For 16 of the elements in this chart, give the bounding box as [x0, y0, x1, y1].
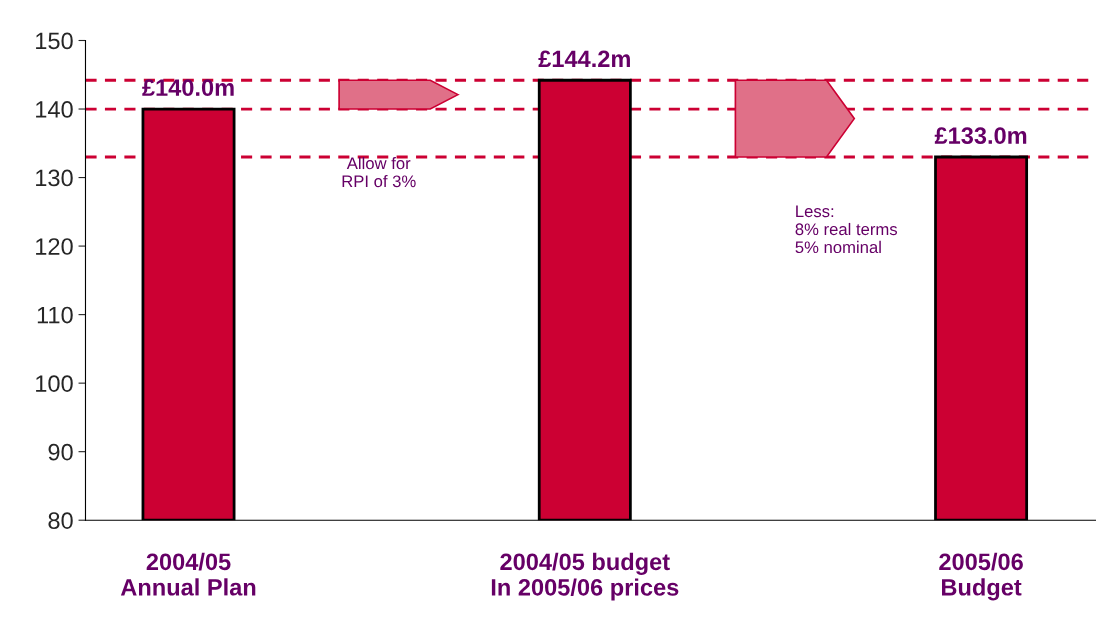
y-tick-label: 140 — [36, 101, 73, 118]
y-tick-label: 80 — [48, 512, 73, 529]
annotation: Allow for RPI of 3% — [342, 157, 416, 188]
x-tick-label: 2004/05 Annual Plan — [120, 552, 256, 596]
x-tick-label: 2005/06 Budget — [939, 552, 1023, 601]
data-label: £133.0m — [934, 127, 1027, 145]
y-tick-label: 120 — [36, 238, 73, 255]
y-tick-label: 150 — [36, 32, 73, 50]
y-tick-label: 130 — [36, 169, 73, 187]
y-tick-label: 110 — [37, 306, 73, 324]
data-label: £140.0m — [142, 79, 234, 97]
data-label: £144.2m — [538, 50, 630, 68]
y-tick-label: 90 — [48, 443, 73, 461]
x-tick-label: 2004/05 budget In 2005/06 prices — [491, 552, 679, 601]
annotation: Less: 8% real terms 5% nominal — [795, 205, 898, 254]
y-tick-label: 100 — [36, 375, 73, 392]
